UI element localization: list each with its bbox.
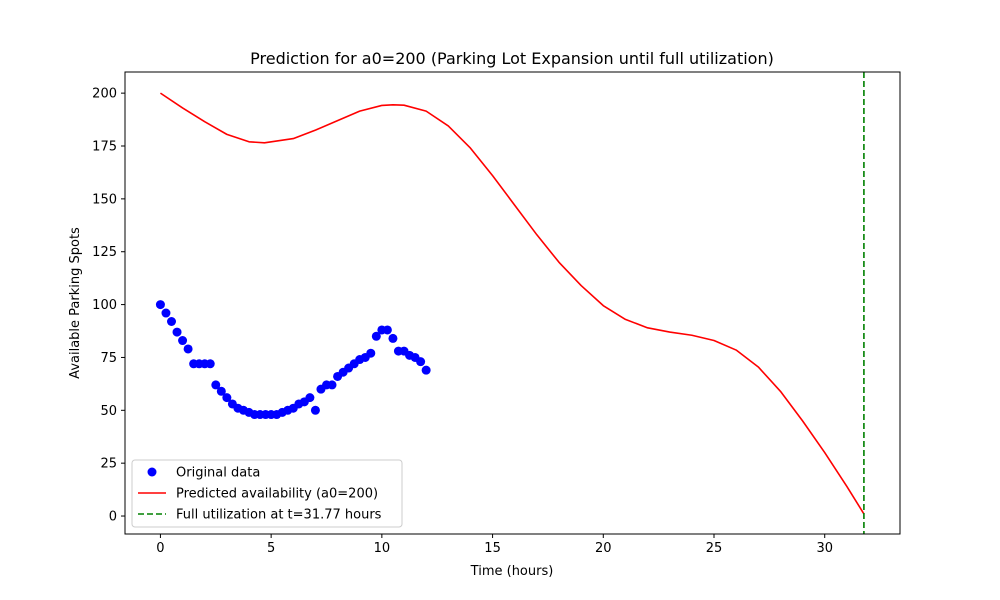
data-point <box>371 331 381 341</box>
legend-label: Original data <box>176 466 260 481</box>
y-tick-label: 175 <box>92 140 117 155</box>
data-point <box>305 393 315 403</box>
x-tick-label: 30 <box>816 541 833 556</box>
data-point <box>155 300 165 310</box>
data-point <box>172 327 182 337</box>
data-point <box>222 393 232 403</box>
plot-area: 0 5 10 15 20 25 30 0 25 50 75 100 125 150 175 200 <box>92 71 901 556</box>
data-point <box>183 344 193 354</box>
data-point <box>216 386 226 396</box>
data-point <box>416 357 426 367</box>
data-point <box>327 380 337 390</box>
data-point <box>211 380 221 390</box>
y-tick-label: 75 <box>100 351 117 366</box>
y-tick-label: 0 <box>109 510 117 525</box>
data-point <box>421 365 431 375</box>
legend-label: Full utilization at t=31.77 hours <box>176 508 382 523</box>
legend: Original data Predicted availability (a0=… <box>131 459 403 528</box>
x-axis-label: Time (hours) <box>470 564 554 579</box>
y-axis-label: Available Parking Spots <box>68 227 83 379</box>
x-tick-label: 25 <box>706 541 723 556</box>
x-tick-label: 0 <box>156 541 164 556</box>
data-point <box>205 359 215 369</box>
x-tick-label: 15 <box>484 541 501 556</box>
legend-item: Full utilization at t=31.77 hours <box>138 508 382 523</box>
x-tick-label: 5 <box>267 541 275 556</box>
y-tick-label: 200 <box>92 87 117 102</box>
data-point <box>366 348 376 358</box>
legend-label: Predicted availability (a0=200) <box>176 487 378 502</box>
legend-item: Predicted availability (a0=200) <box>138 487 378 502</box>
legend-box <box>131 459 403 528</box>
data-point <box>161 308 171 318</box>
legend-item: Original data <box>147 466 260 481</box>
data-point <box>382 325 392 335</box>
legend-marker-scatter <box>147 467 157 477</box>
data-point <box>167 317 176 327</box>
data-point <box>310 405 320 415</box>
plot-frame <box>124 71 901 535</box>
x-tick-label: 20 <box>595 541 612 556</box>
y-tick-label: 100 <box>92 298 117 313</box>
predicted-availability-line <box>159 92 865 515</box>
chart-title: Prediction for a0=200 (Parking Lot Expan… <box>250 49 774 68</box>
y-tick-label: 125 <box>92 245 117 260</box>
data-point <box>178 336 188 346</box>
y-tick-label: 25 <box>100 457 117 472</box>
x-tick-label: 10 <box>374 541 391 556</box>
data-point <box>388 333 398 343</box>
y-tick-label: 50 <box>100 404 117 419</box>
y-tick-label: 150 <box>92 192 117 207</box>
